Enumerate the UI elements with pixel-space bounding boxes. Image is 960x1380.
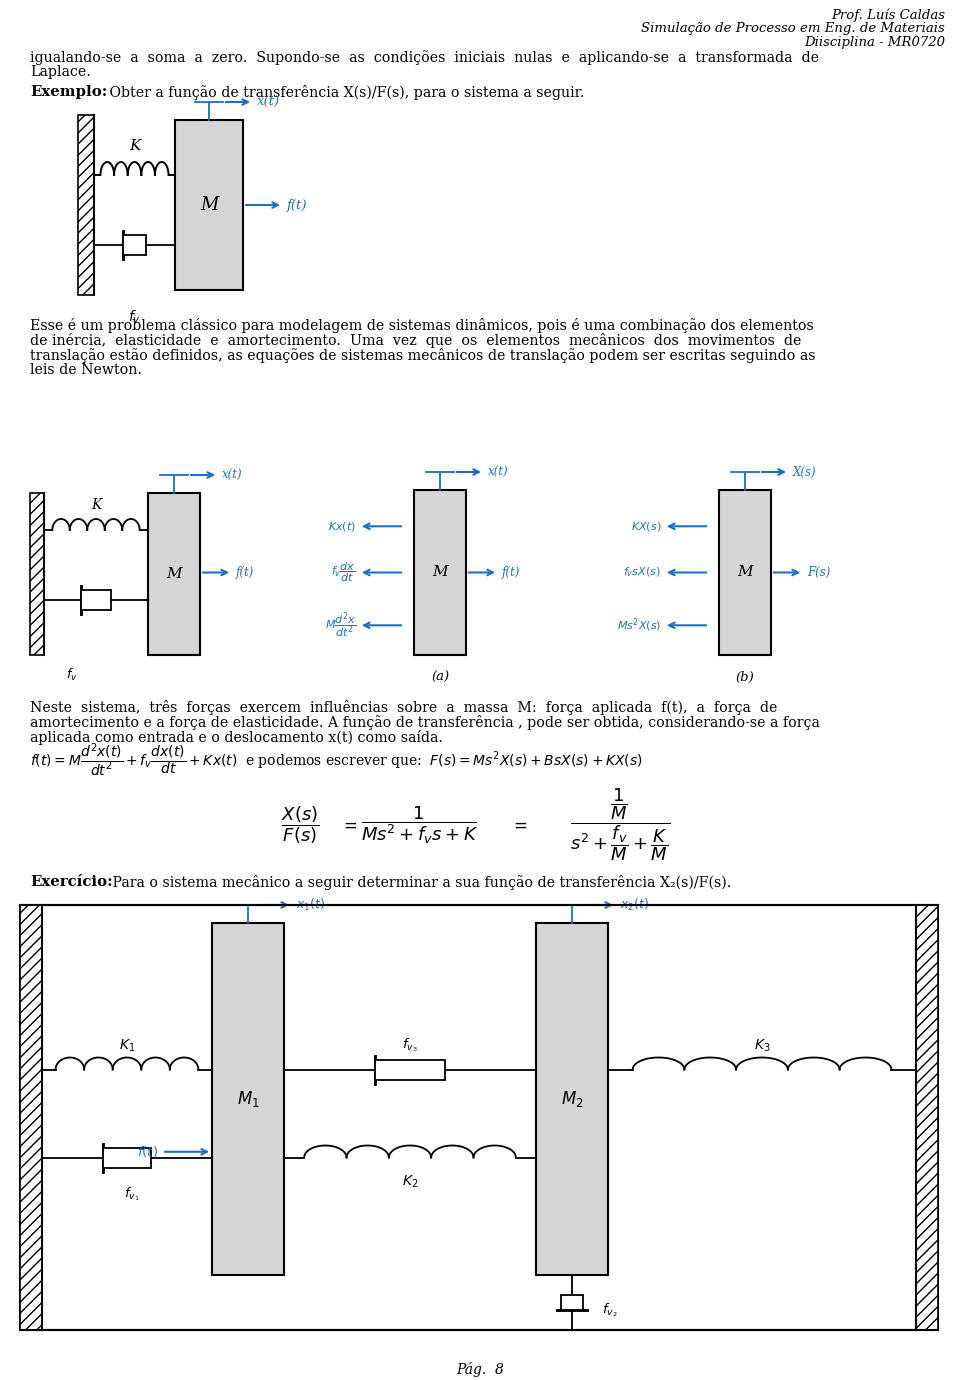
Text: Obter a função de transferência X(s)/F(s), para o sistema a seguir.: Obter a função de transferência X(s)/F(s… (105, 86, 585, 99)
Text: $K_2$: $K_2$ (402, 1173, 419, 1190)
Text: Neste  sistema,  três  forças  exercem  influências  sobre  a  massa  M:  força : Neste sistema, três forças exercem influ… (30, 700, 778, 715)
Text: X(s): X(s) (793, 465, 817, 479)
Bar (561, 1294, 583, 1310)
Bar (916, 905, 938, 1330)
Text: Diisciplina - MR0720: Diisciplina - MR0720 (804, 36, 945, 50)
Text: leis de Newton.: leis de Newton. (30, 363, 142, 377)
Bar (20, 905, 42, 1330)
Text: $x_1(t)$: $x_1(t)$ (296, 897, 325, 914)
Text: f(t): f(t) (287, 199, 307, 211)
Text: Laplace.: Laplace. (30, 65, 91, 79)
Text: Para o sistema mecânico a seguir determinar a sua função de transferência X₂(s)/: Para o sistema mecânico a seguir determi… (108, 875, 732, 890)
Text: M: M (432, 566, 447, 580)
Text: $x_2(t)$: $x_2(t)$ (620, 897, 649, 914)
Text: x(t): x(t) (222, 468, 243, 482)
Text: $KX(s)$: $KX(s)$ (631, 520, 661, 533)
Bar (374, 1060, 445, 1079)
Text: $\dfrac{1}{Ms^2+f_v s+K}$: $\dfrac{1}{Ms^2+f_v s+K}$ (362, 805, 478, 846)
Text: Pág.  8: Pág. 8 (456, 1362, 504, 1377)
Text: $M_1$: $M_1$ (237, 1089, 259, 1110)
Text: Prof. Luís Caldas: Prof. Luís Caldas (831, 8, 945, 22)
Text: $Kx(t)$: $Kx(t)$ (328, 520, 356, 533)
Text: aplicada como entrada e o deslocamento x(t) como saída.: aplicada como entrada e o deslocamento x… (30, 730, 443, 745)
Bar (30, 493, 44, 656)
Text: $f_v$: $f_v$ (66, 667, 78, 683)
Text: (a): (a) (431, 671, 449, 684)
Text: de inércia,  elasticidade  e  amortecimento.  Uma  vez  que  os  elementos  mecâ: de inércia, elasticidade e amortecimento… (30, 333, 802, 348)
Text: M: M (166, 567, 181, 581)
Bar (78, 115, 94, 295)
Text: Esse é um problema clássico para modelagem de sistemas dinâmicos, pois é uma com: Esse é um problema clássico para modelag… (30, 317, 814, 333)
Bar (104, 1148, 151, 1167)
Text: $f_{v_1}$: $f_{v_1}$ (124, 1185, 140, 1203)
Text: Simulação de Processo em Eng. de Materiais: Simulação de Processo em Eng. de Materia… (641, 22, 945, 34)
Bar (414, 490, 466, 656)
Text: $\dfrac{\dfrac{1}{M}}{s^2+\dfrac{f_v}{M}+\dfrac{K}{M}}$: $\dfrac{\dfrac{1}{M}}{s^2+\dfrac{f_v}{M}… (570, 787, 670, 864)
Text: $f(t) = M\dfrac{d^2x(t)}{dt^2}+f_v\dfrac{dx(t)}{dt}+Kx(t)$  e podemos escrever q: $f(t) = M\dfrac{d^2x(t)}{dt^2}+f_v\dfrac… (30, 741, 643, 778)
Text: K: K (91, 498, 101, 512)
Text: $\dfrac{X(s)}{F(s)}$: $\dfrac{X(s)}{F(s)}$ (280, 805, 320, 846)
Bar (82, 591, 110, 610)
Text: $f_{v_3}$: $f_{v_3}$ (402, 1036, 418, 1053)
Text: Exemplo:: Exemplo: (30, 86, 108, 99)
Text: $f_v sX(s)$: $f_v sX(s)$ (623, 566, 661, 580)
Bar (212, 923, 284, 1275)
Text: $=$: $=$ (510, 817, 527, 834)
Text: translação estão definidos, as equações de sistemas mecânicos de translação pode: translação estão definidos, as equações … (30, 348, 815, 363)
Bar (123, 235, 146, 255)
Text: $M\dfrac{d^2x}{dt^2}$: $M\dfrac{d^2x}{dt^2}$ (324, 610, 356, 640)
Text: $f(t)$: $f(t)$ (137, 1144, 158, 1159)
Text: $K_1$: $K_1$ (119, 1038, 135, 1053)
Text: K: K (129, 139, 140, 153)
Text: x(t): x(t) (488, 465, 509, 479)
Text: M: M (200, 196, 218, 214)
Text: $=$: $=$ (340, 817, 357, 834)
Bar (536, 923, 608, 1275)
Text: $f_{v_2}$: $f_{v_2}$ (602, 1301, 617, 1319)
Text: f(t): f(t) (236, 566, 254, 580)
Bar (719, 490, 771, 656)
Text: f(t): f(t) (502, 566, 520, 580)
Text: Exercício:: Exercício: (30, 875, 112, 889)
Text: amortecimento e a força de elasticidade. A função de transferência , pode ser ob: amortecimento e a força de elasticidade.… (30, 715, 820, 730)
Text: F(s): F(s) (807, 566, 830, 580)
Text: x(t): x(t) (257, 95, 280, 109)
Bar (148, 493, 200, 656)
Text: $f_v\dfrac{dx}{dt}$: $f_v\dfrac{dx}{dt}$ (331, 560, 356, 584)
Text: $M_2$: $M_2$ (561, 1089, 584, 1110)
Text: M: M (737, 566, 753, 580)
Text: $f_v$: $f_v$ (128, 309, 140, 327)
Bar (175, 120, 243, 290)
Bar (20, 905, 938, 1330)
Text: (b): (b) (735, 671, 755, 684)
Text: $K_3$: $K_3$ (754, 1038, 770, 1053)
Text: igualando-se  a  soma  a  zero.  Supondo-se  as  condições  iniciais  nulas  e  : igualando-se a soma a zero. Supondo-se a… (30, 50, 819, 65)
Text: $Ms^2X(s)$: $Ms^2X(s)$ (616, 617, 661, 633)
